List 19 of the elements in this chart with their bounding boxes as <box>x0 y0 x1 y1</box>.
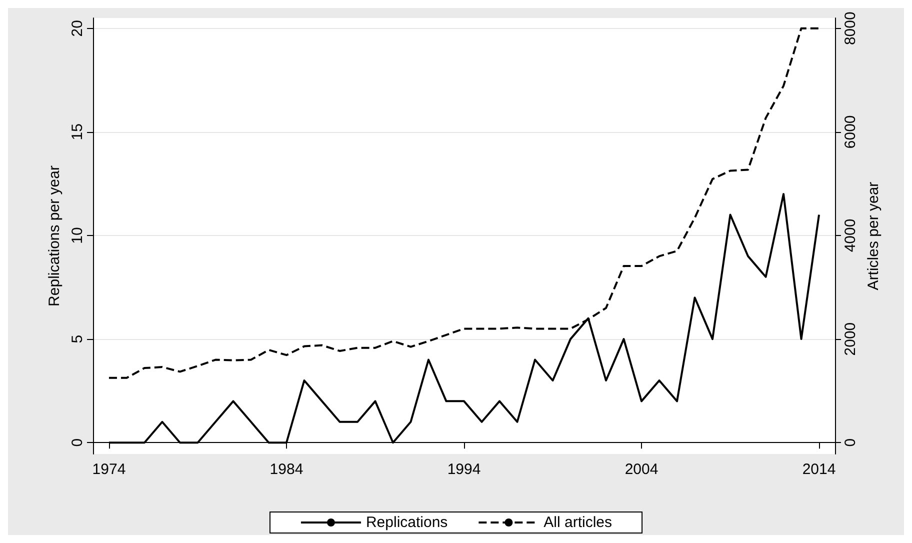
x-tick-label: 1984 <box>270 461 304 478</box>
y2-tick-label: 4000 <box>842 218 859 252</box>
y2-axis-title: Articles per year <box>864 182 882 290</box>
x-tick-label: 1974 <box>92 461 126 478</box>
x-tick-label: 2014 <box>802 461 836 478</box>
y-axis-title: Replications per year <box>46 166 64 306</box>
x-tick-label: 1994 <box>447 461 481 478</box>
y2-tick-label: 6000 <box>842 115 859 149</box>
x-tick-label: 2004 <box>624 461 658 478</box>
y-tick-label: 0 <box>69 438 86 447</box>
y2-tick-label: 8000 <box>842 12 859 46</box>
y-tick-label: 20 <box>69 20 86 37</box>
y-tick-label: 15 <box>69 124 86 140</box>
y2-tick-label: 0 <box>842 438 859 447</box>
y-tick-label: 10 <box>69 227 86 244</box>
legend-label: All articles <box>544 514 612 531</box>
y2-tick-label: 2000 <box>842 322 859 356</box>
y-tick-label: 5 <box>69 334 86 344</box>
legend-label: Replications <box>366 514 448 531</box>
